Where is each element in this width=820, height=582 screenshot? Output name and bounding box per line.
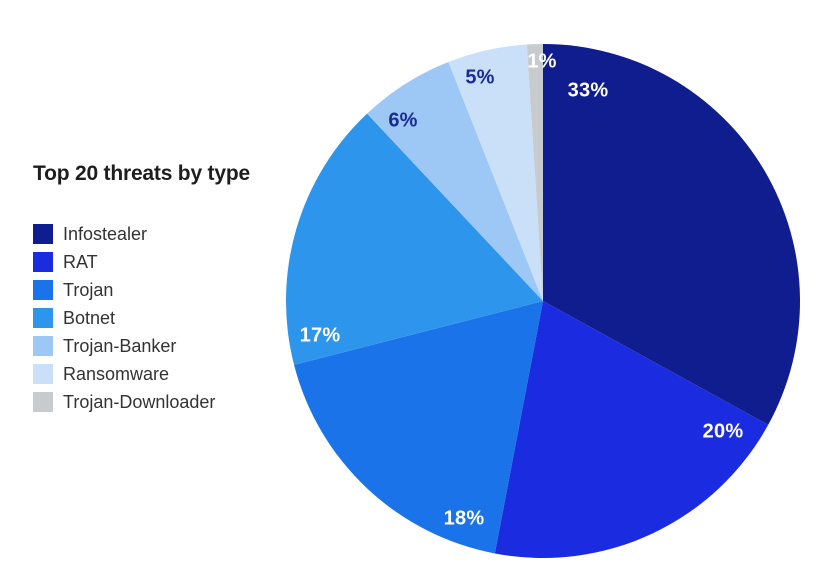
legend-label-trojan: Trojan (63, 280, 114, 300)
pct-label-ransomware: 5% (465, 66, 495, 89)
legend-item-botnet: Botnet (33, 308, 215, 328)
legend-item-infostealer: Infostealer (33, 224, 215, 244)
pie-slice-trojan-banker (367, 62, 543, 301)
pct-label-trojan-banker: 6% (388, 109, 418, 132)
legend-item-rat: RAT (33, 252, 215, 272)
pct-label-trojan: 18% (443, 507, 485, 530)
legend-swatch-trojan-banker (33, 336, 53, 356)
legend-item-trojan: Trojan (33, 280, 215, 300)
legend-label-trojan-downloader: Trojan-Downloader (63, 392, 216, 412)
legend-item-trojan-downloader: Trojan-Downloader (33, 392, 215, 412)
pie-slice-botnet (285, 113, 543, 365)
pct-label-infostealer: 33% (567, 79, 609, 102)
pct-label-botnet: 17% (299, 324, 341, 347)
pie-slice-ransomware (448, 44, 543, 301)
legend-swatch-botnet (33, 308, 53, 328)
pie-slice-infostealer (543, 44, 800, 425)
legend-swatch-trojan (33, 280, 53, 300)
chart-title: Top 20 threats by type (33, 162, 250, 185)
pct-label-rat: 20% (702, 420, 744, 443)
legend-swatch-rat (33, 252, 53, 272)
legend-swatch-trojan-downloader (33, 392, 53, 412)
pie-slice-trojan (294, 301, 543, 554)
legend-swatch-infostealer (33, 224, 53, 244)
legend-item-ransomware: Ransomware (33, 364, 215, 384)
legend-swatch-ransomware (33, 364, 53, 384)
chart-legend: Infostealer RAT Trojan Botnet Trojan-Banker R… (33, 224, 215, 420)
pie-slice-rat (494, 301, 769, 559)
pct-label-trojan-downloader: 1% (527, 50, 557, 73)
legend-label-botnet: Botnet (63, 308, 116, 328)
legend-item-trojan-banker: Trojan-Banker (33, 336, 215, 356)
legend-label-infostealer: Infostealer (63, 224, 148, 244)
pie-slice-trojan-downloader (526, 44, 543, 301)
legend-label-trojan-banker: Trojan-Banker (63, 336, 177, 356)
legend-label-ransomware: Ransomware (63, 364, 170, 384)
legend-label-rat: RAT (63, 252, 98, 272)
